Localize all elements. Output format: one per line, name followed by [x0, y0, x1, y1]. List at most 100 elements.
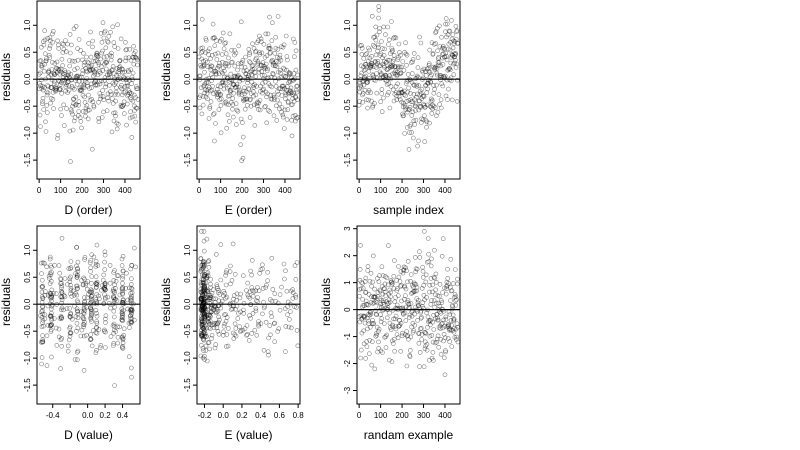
data-point [405, 72, 411, 77]
data-point [293, 277, 299, 282]
data-point [429, 111, 435, 116]
data-point [449, 344, 455, 349]
data-point [199, 267, 204, 273]
data-point [244, 332, 249, 338]
data-point [393, 295, 398, 300]
data-point [129, 298, 134, 303]
data-point [89, 288, 95, 294]
data-point [59, 56, 65, 62]
data-point [42, 37, 48, 43]
data-point [425, 236, 431, 241]
data-point [81, 50, 86, 56]
data-point [450, 32, 456, 38]
data-point [213, 296, 218, 302]
data-point [239, 19, 244, 25]
data-point [244, 323, 250, 328]
data-point [403, 265, 408, 271]
data-point [397, 71, 403, 77]
data-point [124, 47, 129, 52]
data-point [417, 34, 422, 40]
data-point [450, 61, 456, 67]
data-point [447, 327, 452, 333]
data-point [273, 34, 279, 40]
data-point [133, 264, 138, 270]
data-point [432, 105, 438, 110]
data-point [129, 301, 134, 306]
data-point [41, 107, 47, 112]
data-point [99, 50, 104, 56]
data-point [102, 249, 108, 255]
panel-5: -0.2 0.0 0.2 0.4 0.6 0.8-1.5-1.0-0.50.00.51.0… [159, 225, 304, 442]
data-point [75, 259, 81, 265]
data-point [453, 65, 459, 70]
data-point [217, 92, 223, 97]
data-point [121, 326, 127, 332]
data-point [423, 343, 428, 349]
data-point [413, 108, 418, 113]
data-point [258, 321, 264, 327]
data-point [427, 47, 433, 53]
data-point [51, 81, 57, 87]
data-point [369, 54, 374, 59]
data-point [395, 72, 400, 78]
data-point [214, 321, 220, 327]
data-point [82, 276, 87, 282]
data-point [230, 102, 236, 107]
data-point [429, 256, 434, 262]
data-point [120, 103, 125, 109]
data-point [89, 296, 94, 302]
data-point [234, 298, 239, 303]
x-axis-label: D (value) [64, 428, 113, 442]
data-point [222, 100, 228, 106]
data-point [397, 318, 402, 323]
data-point [39, 277, 45, 283]
data-point [389, 279, 394, 285]
data-point [443, 21, 448, 27]
data-point [403, 93, 408, 99]
data-point [55, 42, 61, 48]
data-point [374, 90, 380, 96]
data-point [211, 112, 216, 117]
data-point [414, 284, 420, 290]
data-point [204, 358, 210, 364]
data-point [415, 317, 420, 323]
data-point [376, 4, 382, 9]
data-point [441, 331, 447, 337]
data-point [115, 46, 121, 51]
data-point [73, 24, 79, 29]
data-point [233, 326, 239, 331]
data-point [199, 342, 204, 348]
data-point [430, 350, 436, 355]
data-point [74, 283, 79, 289]
data-point [120, 67, 126, 72]
data-point [82, 295, 87, 300]
data-point [399, 333, 405, 339]
data-point [409, 80, 415, 85]
data-point [369, 13, 375, 19]
data-point [68, 282, 73, 288]
data-point [407, 348, 413, 353]
data-point [109, 50, 114, 56]
data-point [390, 58, 396, 64]
data-point [81, 324, 86, 330]
data-point [41, 68, 47, 74]
data-point [82, 257, 87, 262]
data-point [393, 90, 399, 95]
data-point [400, 270, 406, 276]
data-point [386, 243, 391, 248]
data-point [93, 264, 99, 269]
data-point [437, 44, 443, 49]
data-point [54, 59, 60, 65]
data-point [216, 107, 222, 112]
data-point [382, 46, 388, 52]
data-point [454, 334, 460, 340]
data-point [385, 307, 391, 312]
data-point [269, 255, 275, 261]
data-point [103, 84, 108, 90]
data-point [368, 270, 374, 276]
data-point [72, 58, 78, 64]
data-point [366, 97, 371, 103]
data-point [241, 273, 246, 279]
data-point [71, 288, 76, 294]
data-point [93, 259, 99, 264]
